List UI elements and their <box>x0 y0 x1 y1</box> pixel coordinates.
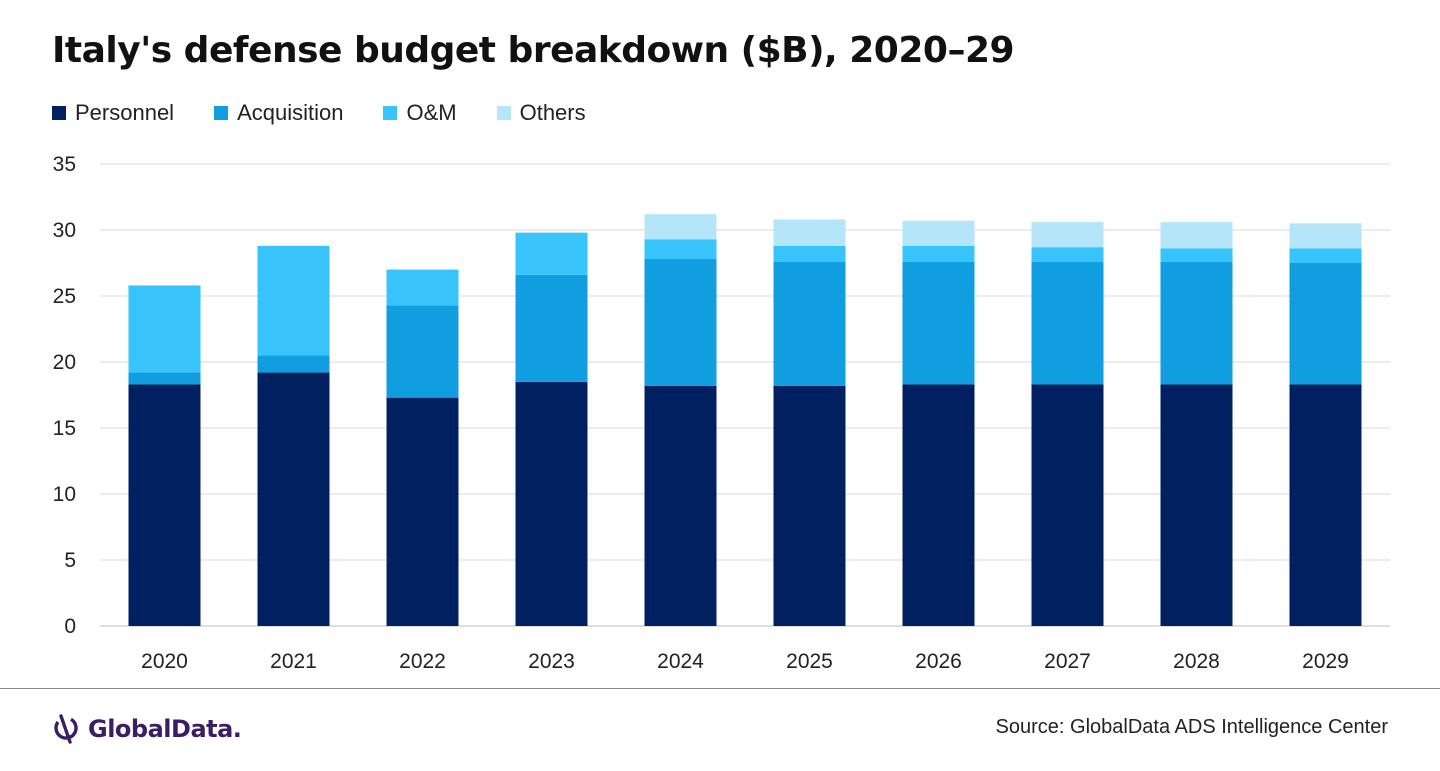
bar-acquisition-2026 <box>902 261 975 385</box>
bar-o-m-2025 <box>773 245 846 262</box>
legend-swatch-others <box>496 106 511 120</box>
bar-others-2028 <box>1160 222 1233 249</box>
bar-personnel-2022 <box>386 397 459 626</box>
legend-label-personnel: Personnel <box>75 100 175 125</box>
bar-personnel-2026 <box>902 384 975 626</box>
legend-swatch-personnel <box>52 106 66 120</box>
globaldata-logo: GlobalData. <box>52 710 242 748</box>
bar-o-m-2026 <box>902 245 975 262</box>
legend-item-acquisition: Acquisition <box>214 100 343 126</box>
legend-label-others: Others <box>519 100 586 125</box>
bar-others-2025 <box>773 219 846 246</box>
bar-others-2029 <box>1289 223 1362 249</box>
y-tick-label-15: 15 <box>53 417 76 440</box>
bar-o-m-2029 <box>1289 248 1362 263</box>
legend-item-others: Others <box>496 100 586 126</box>
bar-others-2027 <box>1031 222 1104 248</box>
legend-item-personnel: Personnel <box>52 100 174 126</box>
x-tick-label-2024: 2024 <box>657 650 704 673</box>
bar-acquisition-2024 <box>644 259 717 386</box>
bar-acquisition-2023 <box>515 274 588 382</box>
legend-swatch-om <box>383 106 398 120</box>
y-tick-label-30: 30 <box>53 219 76 242</box>
globaldata-logo-icon <box>54 714 78 744</box>
bar-o-m-2027 <box>1031 247 1104 262</box>
legend-item-om: O&M <box>383 100 457 126</box>
bar-personnel-2028 <box>1160 384 1233 626</box>
footer-divider <box>0 688 1440 689</box>
bar-others-2026 <box>902 220 975 246</box>
bar-personnel-2020 <box>128 384 201 626</box>
bar-personnel-2029 <box>1289 384 1362 626</box>
bar-acquisition-2027 <box>1031 261 1104 385</box>
x-tick-label-2029: 2029 <box>1302 650 1349 673</box>
y-axis-tick-labels: 0 5 10 15 20 25 30 35 <box>53 153 76 638</box>
bar-acquisition-2020 <box>128 372 201 385</box>
bar-personnel-2027 <box>1031 384 1104 626</box>
bar-personnel-2023 <box>515 381 588 626</box>
bar-o-m-2023 <box>515 232 588 275</box>
x-tick-label-2022: 2022 <box>399 650 446 673</box>
bars <box>128 214 1362 626</box>
x-tick-label-2028: 2028 <box>1173 650 1220 673</box>
legend-label-acquisition: Acquisition <box>237 100 344 125</box>
y-tick-label-10: 10 <box>53 483 76 506</box>
y-tick-label-0: 0 <box>64 615 76 638</box>
chart-legend: Personnel Acquisition O&M Others <box>52 100 626 126</box>
chart-title: Italy's defense budget breakdown ($B), 2… <box>52 30 1015 71</box>
bar-acquisition-2029 <box>1289 263 1362 385</box>
bar-acquisition-2025 <box>773 261 846 386</box>
bar-acquisition-2028 <box>1160 261 1233 385</box>
x-axis-tick-labels: 2020 2021 2022 2023 2024 2025 2026 2027 2028 2029 <box>141 650 1349 673</box>
bar-others-2024 <box>644 214 717 240</box>
x-tick-label-2023: 2023 <box>528 650 575 673</box>
x-tick-label-2026: 2026 <box>915 650 962 673</box>
y-tick-label-20: 20 <box>53 351 76 374</box>
bar-acquisition-2022 <box>386 305 459 398</box>
bar-personnel-2021 <box>257 372 330 626</box>
x-tick-label-2021: 2021 <box>270 650 317 673</box>
y-tick-label-35: 35 <box>53 153 76 176</box>
bar-o-m-2028 <box>1160 248 1233 262</box>
source-note: Source: GlobalData ADS Intelligence Cent… <box>995 716 1388 738</box>
bar-acquisition-2021 <box>257 355 330 373</box>
bar-o-m-2022 <box>386 269 459 306</box>
globaldata-logo-text: GlobalData. <box>88 715 242 743</box>
x-tick-label-2027: 2027 <box>1044 650 1091 673</box>
bar-o-m-2024 <box>644 239 717 260</box>
x-tick-label-2025: 2025 <box>786 650 833 673</box>
legend-label-om: O&M <box>406 100 457 125</box>
bar-personnel-2025 <box>773 385 846 626</box>
legend-swatch-acquisition <box>214 106 229 120</box>
bar-o-m-2021 <box>257 245 330 356</box>
bar-personnel-2024 <box>644 385 717 626</box>
y-tick-label-25: 25 <box>53 285 76 308</box>
bar-o-m-2020 <box>128 285 201 373</box>
x-tick-label-2020: 2020 <box>141 650 188 673</box>
y-tick-label-5: 5 <box>64 549 76 572</box>
